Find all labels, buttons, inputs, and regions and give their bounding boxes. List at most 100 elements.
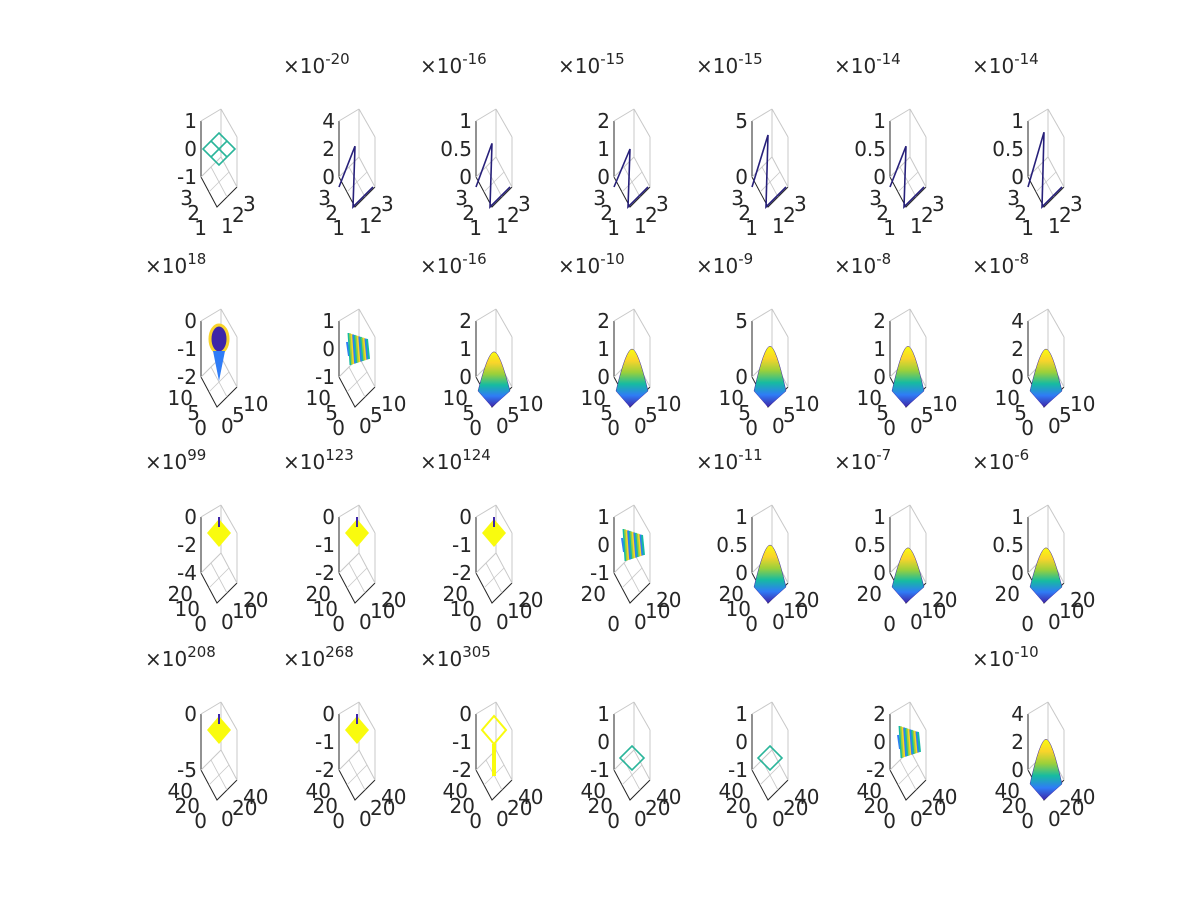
floor-back xyxy=(1027,156,1065,188)
y-tick-label: 5 xyxy=(1059,403,1072,427)
y-tick-label: 0 xyxy=(910,610,923,634)
y-tick-label: 2 xyxy=(507,203,520,227)
top-edge-right xyxy=(909,308,927,338)
surface-noise xyxy=(633,532,638,558)
floor-grid xyxy=(348,166,366,198)
x-tick-label: 2 xyxy=(600,201,613,225)
exponent-label: ×10-15 xyxy=(696,50,763,78)
x-tick-label: 20 xyxy=(719,582,744,606)
top-edge-left xyxy=(1027,701,1049,715)
z-tick-label: -2 xyxy=(866,758,886,782)
y-tick-label: 0 xyxy=(496,414,509,438)
top-edge-left xyxy=(338,701,360,715)
x-tick-label: 0 xyxy=(194,612,207,636)
top-edge-left xyxy=(1027,308,1049,322)
y-tick-label: 2 xyxy=(921,203,934,227)
y-tick-label: 20 xyxy=(1070,588,1095,612)
x-tick-label: 40 xyxy=(168,779,193,803)
surface-mesh xyxy=(201,131,237,167)
top-edge-right xyxy=(358,701,376,731)
x-tick-label: 20 xyxy=(175,794,200,818)
x-tick-label: 10 xyxy=(306,386,331,410)
y-tick-label: 20 xyxy=(243,588,268,612)
x-tick-label: 5 xyxy=(1014,401,1027,425)
x-tick-label: 20 xyxy=(313,794,338,818)
surface-noise xyxy=(637,533,642,557)
surface-top xyxy=(345,716,369,744)
y-tick-label: 20 xyxy=(794,588,819,612)
y-tick-label: 0 xyxy=(359,807,372,831)
z-tick-label: 0 xyxy=(597,730,610,754)
surface-noise xyxy=(352,334,357,364)
x-tick-label: 10 xyxy=(443,386,468,410)
surface-hill xyxy=(1029,547,1063,604)
top-edge-left xyxy=(200,504,222,518)
z-tick-label: 5 xyxy=(735,309,748,333)
floor-front xyxy=(200,176,238,208)
y-tick-label: 20 xyxy=(518,588,543,612)
top-edge-right xyxy=(358,108,376,138)
top-edge-right xyxy=(220,108,238,138)
z-tick-label: 1 xyxy=(1011,505,1024,529)
y-tick-label: 1 xyxy=(1048,214,1061,238)
y-tick-label: 3 xyxy=(381,192,394,216)
top-edge-right xyxy=(909,504,927,534)
surface-noise xyxy=(366,338,370,360)
surface-noise xyxy=(631,531,636,559)
z-tick-label: 0 xyxy=(459,505,472,529)
y-tick-label: 10 xyxy=(783,599,808,623)
floor-front xyxy=(200,572,238,604)
z-tick-label: 0.5 xyxy=(992,533,1024,557)
exponent-label: ×10-8 xyxy=(972,250,1029,278)
x-tick-label: 2 xyxy=(738,201,751,225)
z-tick-label: -2 xyxy=(177,533,197,557)
exponent-label: ×10268 xyxy=(283,643,354,671)
floor-front xyxy=(338,572,376,604)
exponent-label: ×10305 xyxy=(420,643,491,671)
z-tick-label: 1 xyxy=(873,337,886,361)
x-tick-label: 10 xyxy=(857,386,882,410)
y-tick-label: 40 xyxy=(381,785,406,809)
floor-front xyxy=(338,376,376,408)
y-tick-label: 10 xyxy=(656,392,681,416)
z-tick-label: 0 xyxy=(873,365,886,389)
z-tick-label: 0 xyxy=(597,365,610,389)
z-tick-label: -1 xyxy=(452,730,472,754)
x-tick-label: 10 xyxy=(450,597,475,621)
z-tick-label: 2 xyxy=(873,702,886,726)
floor-grid xyxy=(210,759,228,791)
surface-line xyxy=(475,143,511,209)
top-edge-left xyxy=(751,504,773,518)
x-tick-label: 5 xyxy=(600,401,613,425)
floor-front xyxy=(338,769,376,801)
surface-noise xyxy=(364,338,369,360)
y-tick-label: 40 xyxy=(794,785,819,809)
x-tick-label: 0 xyxy=(332,416,345,440)
x-tick-label: 0 xyxy=(607,612,620,636)
y-tick-label: 20 xyxy=(370,796,395,820)
y-tick-label: 5 xyxy=(232,403,245,427)
x-tick-label: 20 xyxy=(581,582,606,606)
surface-noise xyxy=(900,726,905,758)
top-edge-right xyxy=(220,308,238,338)
surface-noise xyxy=(904,727,909,757)
x-tick-label: 2 xyxy=(1014,201,1027,225)
floor-grid xyxy=(623,166,641,198)
top-edge-right xyxy=(358,308,376,338)
y-tick-label: 0 xyxy=(221,414,234,438)
surface-mesh xyxy=(756,744,784,772)
x-tick-label: 0 xyxy=(469,809,482,833)
y-tick-label: 3 xyxy=(794,192,807,216)
surface-line xyxy=(1027,131,1063,209)
surface-noise xyxy=(359,336,364,362)
floor-back xyxy=(338,749,376,781)
y-tick-label: 1 xyxy=(910,214,923,238)
surface-noise xyxy=(628,530,633,560)
